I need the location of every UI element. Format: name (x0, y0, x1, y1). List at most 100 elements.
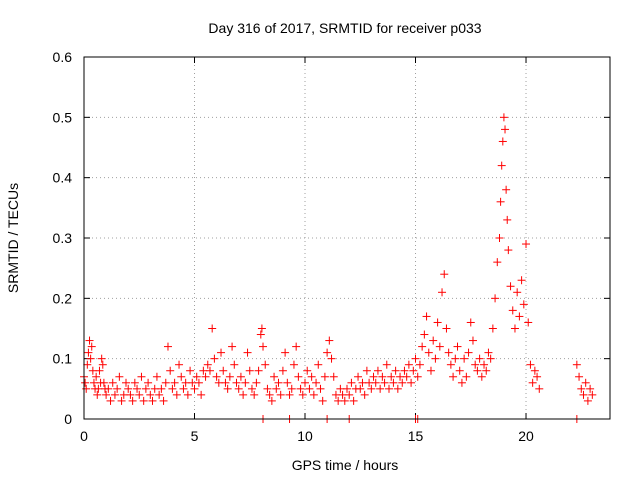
data-point (163, 342, 172, 351)
data-point (197, 390, 206, 399)
data-point (466, 318, 475, 327)
plot-frame (83, 56, 611, 420)
data-point (480, 360, 489, 369)
data-point (418, 342, 427, 351)
data-point (86, 354, 95, 363)
data-point (502, 185, 511, 194)
data-point (433, 318, 442, 327)
data-points (80, 113, 597, 423)
data-point (137, 372, 146, 381)
data-point (102, 390, 111, 399)
data-point (497, 161, 506, 170)
data-point (581, 378, 590, 387)
data-point (225, 372, 234, 381)
data-point (161, 378, 170, 387)
data-point (223, 384, 232, 393)
data-point (345, 390, 354, 399)
data-point (208, 324, 217, 333)
data-point (130, 378, 139, 387)
data-point (283, 378, 292, 387)
data-point (384, 384, 393, 393)
data-point (429, 336, 438, 345)
data-point (535, 384, 544, 393)
data-point (274, 378, 283, 387)
data-point (442, 324, 451, 333)
data-point (519, 300, 528, 309)
data-point (276, 390, 285, 399)
data-point (457, 378, 466, 387)
data-point (318, 396, 327, 405)
data-point (371, 378, 380, 387)
data-point (367, 384, 376, 393)
data-point (250, 390, 259, 399)
data-point (104, 384, 113, 393)
data-point (422, 312, 431, 321)
x-tick-label: 5 (191, 428, 199, 444)
data-point (449, 372, 458, 381)
data-point (285, 390, 294, 399)
data-point (166, 366, 175, 375)
data-point (360, 390, 369, 399)
data-point (159, 396, 168, 405)
data-point (106, 396, 115, 405)
data-point (526, 360, 535, 369)
data-point (316, 384, 325, 393)
data-point (212, 372, 221, 381)
data-point (239, 390, 248, 399)
data-point (247, 384, 256, 393)
data-point (517, 276, 526, 285)
data-point (349, 396, 358, 405)
data-point (498, 137, 507, 146)
data-point (455, 366, 464, 375)
data-point (382, 360, 391, 369)
data-point (486, 354, 495, 363)
data-point (263, 384, 272, 393)
data-point (583, 396, 592, 405)
data-point (312, 378, 321, 387)
data-point (354, 372, 363, 381)
data-point (471, 360, 480, 369)
data-point (309, 390, 318, 399)
data-point (320, 372, 329, 381)
data-point (192, 372, 201, 381)
data-point (475, 354, 484, 363)
y-tick-label: 0.1 (53, 351, 73, 367)
data-point (126, 390, 135, 399)
data-point (155, 390, 164, 399)
data-point (413, 372, 422, 381)
data-point (298, 390, 307, 399)
data-point (254, 366, 263, 375)
data-point (446, 360, 455, 369)
data-point (210, 354, 219, 363)
data-point (92, 372, 101, 381)
data-point (503, 215, 512, 224)
data-point (281, 348, 290, 357)
data-point (117, 396, 126, 405)
data-point (409, 366, 418, 375)
data-point (501, 125, 510, 134)
data-point (340, 396, 349, 405)
data-point (87, 342, 96, 351)
data-point (473, 366, 482, 375)
data-point (378, 372, 387, 381)
data-point (108, 378, 117, 387)
data-point (201, 372, 210, 381)
data-point (506, 282, 515, 291)
y-tick-label: 0.2 (53, 290, 73, 306)
y-tick-label: 0.5 (53, 109, 73, 125)
data-point (278, 366, 287, 375)
x-tick-label: 0 (80, 428, 88, 444)
data-point (369, 372, 378, 381)
data-point (175, 360, 184, 369)
data-point (152, 372, 161, 381)
data-point (391, 366, 400, 375)
data-point (303, 366, 312, 375)
data-point (146, 390, 155, 399)
data-point (305, 384, 314, 393)
data-point (289, 360, 298, 369)
data-point (462, 372, 471, 381)
data-point (301, 378, 310, 387)
data-point (482, 366, 491, 375)
y-axis-title: SRMTID / TECUs (5, 183, 21, 293)
data-point (110, 390, 119, 399)
